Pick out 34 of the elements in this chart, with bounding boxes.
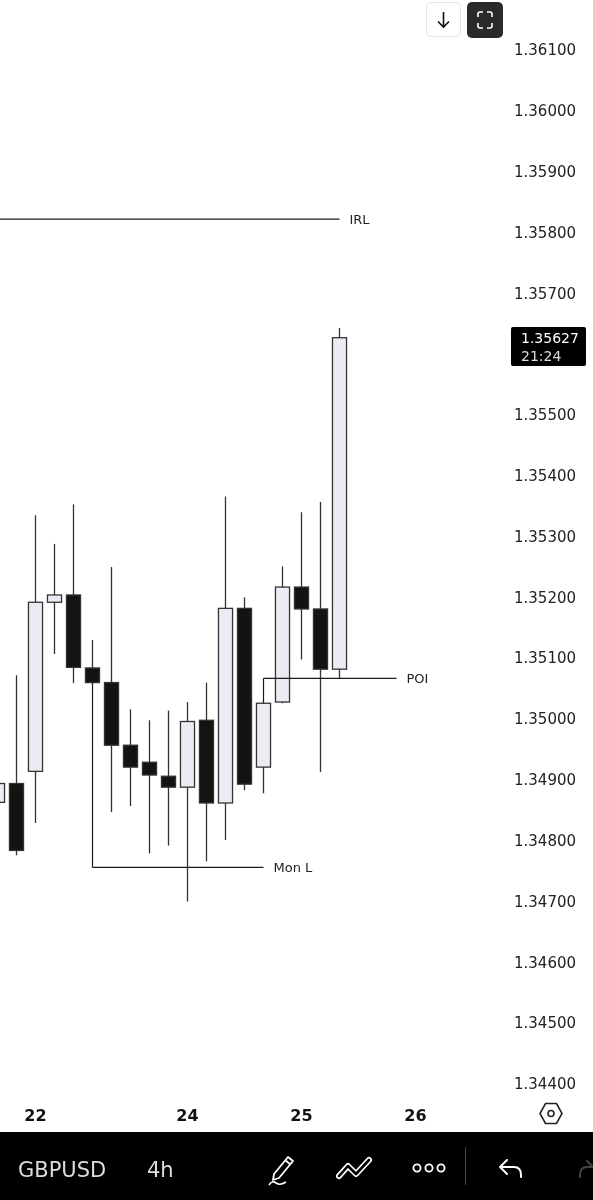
y-tick-label: 1.35300 — [513, 527, 577, 546]
x-tick-label: 25 — [290, 1106, 313, 1126]
candlestick — [46, 543, 63, 655]
candlestick — [84, 639, 101, 685]
y-tick-label: 1.34700 — [513, 892, 577, 911]
y-tick-label: 1.35800 — [513, 223, 577, 242]
candlestick — [122, 708, 139, 807]
ref-line-label: POI — [406, 670, 429, 686]
y-tick-label: 1.36100 — [513, 41, 577, 60]
y-tick-label: 1.36000 — [513, 102, 577, 121]
y-tick-label: 1.35500 — [513, 406, 577, 425]
text: GBPUSD — [18, 1158, 107, 1182]
y-tick-label: 1.35000 — [513, 710, 577, 729]
text: 4h — [147, 1158, 174, 1182]
x-tick-label: 26 — [404, 1106, 427, 1126]
text: 1.35627 — [521, 328, 580, 347]
y-tick-label: 1.34900 — [513, 771, 577, 790]
x-tick-label: 22 — [24, 1106, 47, 1126]
candlestick — [293, 511, 310, 661]
y-tick-label: 1.35900 — [513, 162, 577, 181]
y-tick-label: 1.35100 — [513, 649, 577, 668]
y-tick-label: 1.34400 — [513, 1075, 577, 1094]
ref-line-label: IRL — [349, 211, 371, 227]
y-tick-label: 1.35400 — [513, 467, 577, 486]
x-tick-label: 24 — [176, 1106, 199, 1126]
y-tick-label: 1.35200 — [513, 588, 577, 607]
y-tick-label: 1.34500 — [513, 1014, 577, 1033]
text: 21:24 — [521, 346, 563, 365]
candlestick — [141, 719, 158, 855]
y-tick-label: 1.35700 — [513, 284, 577, 303]
ref-line-label: Mon L — [273, 860, 314, 876]
y-tick-label: 1.34600 — [513, 953, 577, 972]
y-tick-label: 1.34800 — [513, 831, 577, 850]
candlestick — [160, 709, 177, 847]
